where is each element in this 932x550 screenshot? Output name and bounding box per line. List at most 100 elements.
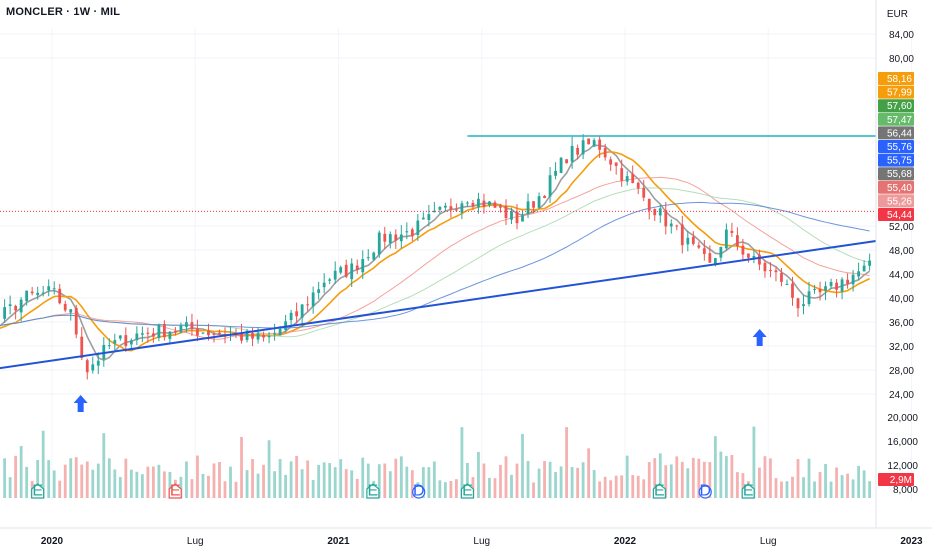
volume-bar <box>735 472 739 498</box>
candle-body <box>355 265 359 270</box>
volume-bar <box>146 466 150 498</box>
volume-bar <box>52 470 56 498</box>
candle-body <box>603 148 607 158</box>
candle-body <box>19 299 23 313</box>
price-tag-bg <box>878 99 914 113</box>
candle-body <box>713 258 717 265</box>
volume-bar <box>570 467 574 498</box>
arrow-up-icon <box>752 329 767 346</box>
volume-bar <box>240 436 243 498</box>
candle-body <box>592 140 596 147</box>
candle-body <box>829 282 833 287</box>
candle-body <box>256 333 260 340</box>
volume-bar <box>493 478 497 498</box>
price-tick-label: 28,00 <box>889 366 914 377</box>
volume-bar <box>449 481 453 498</box>
volume-tick-label: 8,000 <box>893 485 918 496</box>
volume-bar <box>510 474 513 498</box>
event-label: D <box>413 483 425 500</box>
candle-body <box>201 332 205 334</box>
candle-body <box>366 257 370 259</box>
event-marker[interactable]: E <box>366 483 380 500</box>
event-marker[interactable]: E <box>31 483 45 500</box>
volume-bar <box>41 430 45 498</box>
price-tag-bg <box>878 85 914 99</box>
candle-body <box>559 157 563 173</box>
candle-body <box>344 264 348 277</box>
candle-body <box>697 245 701 248</box>
volume-bar <box>537 468 541 498</box>
candle-body <box>118 335 122 339</box>
event-marker[interactable]: E <box>652 483 666 500</box>
price-tick-label: 52,00 <box>889 222 914 233</box>
annotation-arrows <box>73 329 767 412</box>
price-tag: 55,40 <box>878 180 914 194</box>
volume-bar <box>488 477 491 498</box>
volume-bar <box>620 475 624 498</box>
volume-bar <box>466 462 469 498</box>
time-tick-label: 2021 <box>327 536 350 547</box>
price-tag: 55,68 <box>878 167 914 181</box>
event-marker[interactable]: E <box>741 483 755 500</box>
volume-bar <box>19 446 23 498</box>
volume-bar <box>162 471 166 498</box>
candle-body <box>658 208 662 216</box>
candle-body <box>554 170 557 176</box>
price-tag: 57,99 <box>878 85 914 99</box>
volume-bar <box>460 427 464 498</box>
price-tick-label: 80,00 <box>889 54 914 65</box>
volume-bar <box>576 467 580 498</box>
event-markers[interactable]: EEEDEEDEEDEEDEEDE <box>31 483 932 500</box>
price-tag: 54,44 <box>878 208 914 221</box>
volume-bar <box>251 459 254 498</box>
event-marker[interactable]: E <box>460 483 475 500</box>
candle-body <box>758 254 761 265</box>
candle-body <box>399 234 403 242</box>
event-marker[interactable]: E <box>168 483 182 500</box>
candle-body <box>576 147 580 155</box>
price-tag-bg <box>878 140 914 153</box>
volume-bar <box>339 459 343 498</box>
volume-bar <box>58 480 62 498</box>
candle-body <box>267 336 271 338</box>
candle-body <box>421 217 425 220</box>
candle-body <box>25 290 29 302</box>
candle-body <box>664 210 668 227</box>
candle-body <box>30 291 34 294</box>
time-tick-label: Lug <box>187 536 204 547</box>
volume-bar <box>686 468 690 498</box>
price-tick-label: 36,00 <box>889 318 914 329</box>
candle-body <box>818 288 822 293</box>
volume-bar <box>80 464 84 498</box>
volume-bar <box>785 481 789 498</box>
arrow-up-icon <box>73 395 88 412</box>
candle-body <box>724 229 728 249</box>
volume-bar <box>680 461 684 498</box>
candle-body <box>636 182 640 189</box>
volume-bar <box>74 457 78 498</box>
volume-bar <box>366 463 370 498</box>
volume-bar <box>190 479 194 498</box>
candle-body <box>124 335 128 346</box>
candle-body <box>730 230 734 233</box>
volume-bar <box>223 481 227 498</box>
price-axis[interactable]: 84,00 80,00 52,00 48,00 44,00 40,00 36,00 32,00… <box>887 30 918 496</box>
volume-bar <box>157 464 161 498</box>
event-marker[interactable]: D <box>698 483 712 500</box>
earnings-icon <box>366 483 380 499</box>
volume-bar <box>63 464 67 498</box>
price-tag-bg <box>878 194 914 208</box>
event-marker[interactable]: D <box>412 483 426 500</box>
price-tag-text: 57,47 <box>887 115 912 126</box>
volume-bar <box>113 469 117 498</box>
volume-bar <box>741 473 745 498</box>
price-tag-text: 57,99 <box>887 88 912 99</box>
volume-bar <box>185 461 188 498</box>
volume-bar <box>526 461 530 498</box>
volume-bar <box>256 473 260 498</box>
moving-average-line <box>0 201 870 329</box>
volume-bar <box>317 464 321 498</box>
candle-body <box>521 215 524 222</box>
